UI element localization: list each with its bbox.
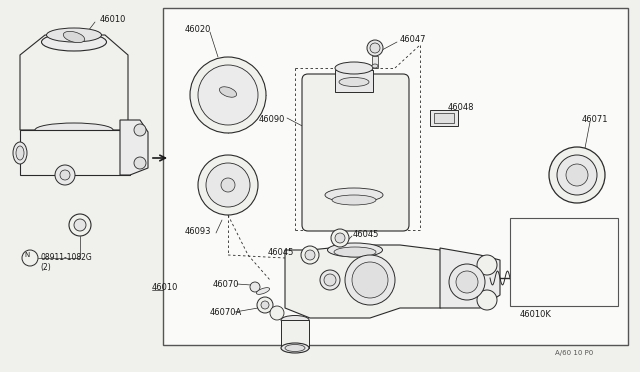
Text: 46010K: 46010K bbox=[520, 310, 552, 319]
Bar bbox=[20, 130, 130, 175]
Bar bbox=[372, 56, 378, 68]
Text: N: N bbox=[24, 252, 29, 258]
Ellipse shape bbox=[281, 343, 309, 353]
Circle shape bbox=[221, 178, 235, 192]
Text: 46070A: 46070A bbox=[210, 308, 243, 317]
Circle shape bbox=[250, 282, 260, 292]
Bar bbox=[163, 8, 628, 345]
Circle shape bbox=[557, 155, 597, 195]
Text: (2): (2) bbox=[40, 263, 51, 272]
Ellipse shape bbox=[63, 31, 84, 43]
Circle shape bbox=[305, 250, 315, 260]
Ellipse shape bbox=[42, 33, 106, 51]
Polygon shape bbox=[440, 248, 500, 308]
Text: 46010: 46010 bbox=[152, 283, 179, 292]
Ellipse shape bbox=[285, 344, 305, 352]
Bar bbox=[434, 113, 454, 123]
Bar bbox=[335, 70, 373, 92]
Circle shape bbox=[320, 270, 340, 290]
Text: 46047: 46047 bbox=[400, 35, 426, 44]
Ellipse shape bbox=[220, 87, 237, 97]
Ellipse shape bbox=[47, 28, 102, 42]
Ellipse shape bbox=[13, 142, 27, 164]
Circle shape bbox=[367, 40, 383, 56]
Circle shape bbox=[335, 233, 345, 243]
Circle shape bbox=[566, 164, 588, 186]
Circle shape bbox=[324, 274, 336, 286]
Text: 46070: 46070 bbox=[213, 280, 239, 289]
Circle shape bbox=[55, 165, 75, 185]
Polygon shape bbox=[20, 35, 128, 130]
Text: 46090: 46090 bbox=[259, 115, 285, 124]
Circle shape bbox=[257, 297, 273, 313]
Polygon shape bbox=[285, 245, 480, 318]
Circle shape bbox=[352, 262, 388, 298]
Circle shape bbox=[331, 229, 349, 247]
Circle shape bbox=[74, 219, 86, 231]
Bar bbox=[510, 218, 618, 306]
Circle shape bbox=[190, 57, 266, 133]
Text: 46045: 46045 bbox=[268, 248, 294, 257]
Bar bbox=[430, 110, 458, 126]
Text: 46010: 46010 bbox=[100, 15, 126, 24]
Circle shape bbox=[22, 250, 38, 266]
Circle shape bbox=[449, 264, 485, 300]
Ellipse shape bbox=[332, 195, 376, 205]
Circle shape bbox=[198, 65, 258, 125]
Circle shape bbox=[549, 147, 605, 203]
Circle shape bbox=[345, 255, 395, 305]
Circle shape bbox=[477, 290, 497, 310]
Ellipse shape bbox=[335, 62, 373, 74]
Text: 46093: 46093 bbox=[185, 227, 211, 236]
Bar bbox=[543, 271, 549, 285]
Text: 46071: 46071 bbox=[582, 115, 609, 124]
Circle shape bbox=[270, 306, 284, 320]
FancyBboxPatch shape bbox=[302, 74, 409, 231]
Ellipse shape bbox=[281, 315, 309, 324]
Circle shape bbox=[60, 170, 70, 180]
Circle shape bbox=[261, 301, 269, 309]
Circle shape bbox=[456, 271, 478, 293]
Polygon shape bbox=[120, 120, 148, 175]
Bar bbox=[550, 271, 556, 285]
Ellipse shape bbox=[35, 123, 113, 137]
Circle shape bbox=[134, 124, 146, 136]
Ellipse shape bbox=[334, 247, 376, 257]
Ellipse shape bbox=[339, 77, 369, 87]
Circle shape bbox=[198, 155, 258, 215]
Text: 46020: 46020 bbox=[185, 25, 211, 34]
Text: 08911-1082G: 08911-1082G bbox=[40, 253, 92, 262]
Ellipse shape bbox=[325, 188, 383, 202]
Ellipse shape bbox=[372, 64, 378, 68]
Bar bbox=[281, 320, 309, 348]
Ellipse shape bbox=[328, 243, 383, 257]
Circle shape bbox=[301, 246, 319, 264]
Circle shape bbox=[206, 163, 250, 207]
Circle shape bbox=[477, 255, 497, 275]
Circle shape bbox=[370, 43, 380, 53]
Text: A/60 10 P0: A/60 10 P0 bbox=[555, 350, 593, 356]
Ellipse shape bbox=[16, 146, 24, 160]
Text: 46048: 46048 bbox=[448, 103, 474, 112]
Circle shape bbox=[69, 214, 91, 236]
Text: 46045: 46045 bbox=[353, 230, 380, 239]
Circle shape bbox=[134, 157, 146, 169]
Bar bbox=[535, 271, 541, 285]
Ellipse shape bbox=[257, 288, 269, 294]
